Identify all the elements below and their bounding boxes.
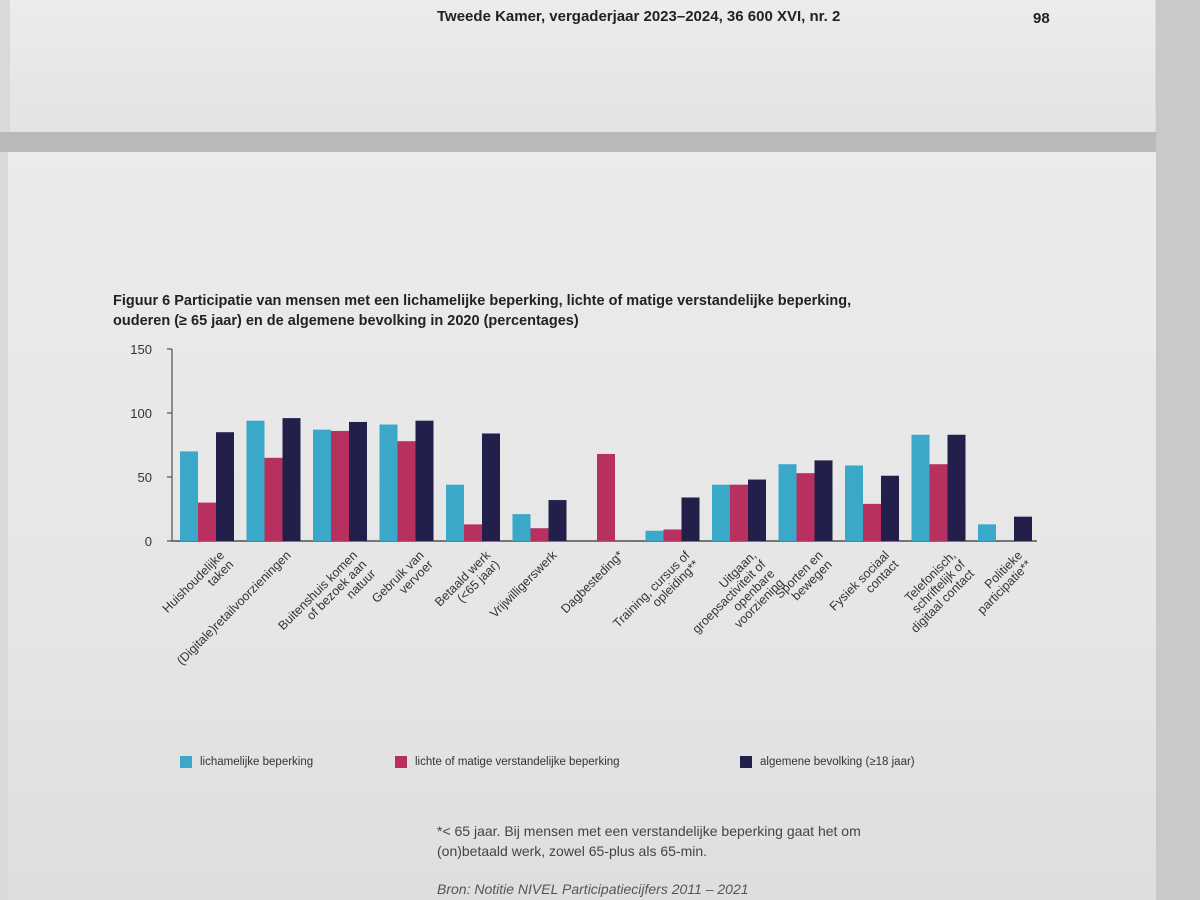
page-number: 98 [1033,10,1050,27]
footnote-line-1: *< 65 jaar. Bij mensen met een verstande… [437,823,861,839]
bar [397,441,416,541]
legend-swatch-lichamelijk [180,756,192,768]
bar [645,530,664,541]
bar [947,434,966,541]
figure-title-line-2: ouderen (≥ 65 jaar) en de algemene bevol… [113,313,579,329]
legend-item-algemeen: algemene bevolking (≥18 jaar) [740,756,915,768]
y-tick-label: 150 [130,342,152,357]
footnote-line-2: (on)betaald werk, zowel 65-plus als 65-m… [437,843,708,859]
bar [464,524,482,541]
bar [778,464,797,541]
bar [881,475,899,541]
legend-label-algemeen: algemene bevolking (≥18 jaar) [760,756,915,768]
bar [681,497,700,541]
bar [929,464,948,541]
bar [313,429,331,541]
x-tick-label: Sporten enbewegen [772,548,834,610]
bar [379,424,398,541]
bar [748,479,766,541]
bar [663,529,682,541]
x-tick-label: Telefonisch,schriftelijk ofdigitaal cont… [890,548,978,636]
bar [597,453,615,541]
x-tick-label: Training, cursus ofopleiding** [610,548,702,640]
figure-source: Bron: Notitie NIVEL Participatiecijfers … [437,881,749,897]
bar [446,484,464,541]
bar [730,484,748,541]
bar [814,460,833,541]
legend-swatch-verstandelijk [395,756,407,768]
bar [349,421,367,541]
bar [198,502,216,541]
x-tick-label: Politiekeparticipatie** [966,548,1035,617]
bar [180,451,198,541]
x-tick-label: Buitenshuis komenof bezoek aannatuur [276,548,379,651]
page-divider [0,132,1200,152]
chart-legend: lichamelijke beperking lichte of matige … [0,756,1200,772]
x-tick-label: Dagbesteding* [558,548,626,616]
bar [911,434,930,541]
bar [415,420,434,541]
bar [482,433,500,541]
x-tick-label: Fysiek sociaalcontact [827,548,902,623]
bar [548,500,567,541]
figure-footnote: *< 65 jaar. Bij mensen met een verstande… [437,821,1077,861]
x-tick-label: Vrijwilligerswerk [487,548,560,621]
bar [331,430,349,541]
x-tick-label: Gebruik vanvervoer [369,548,436,615]
y-tick-label: 50 [138,470,152,485]
bar [863,503,881,541]
bar [246,420,265,541]
bar [530,528,549,541]
bar [282,418,301,541]
bar [845,465,863,541]
figure-title-line-1: Figuur 6 Participatie van mensen met een… [113,293,852,309]
legend-label-lichamelijk: lichamelijke beperking [200,756,314,768]
figure-title: Figuur 6 Participatie van mensen met een… [113,291,1113,331]
bar [978,524,996,541]
previous-page-header [10,0,1155,132]
document-header-title: Tweede Kamer, vergaderjaar 2023–2024, 36… [437,8,841,25]
legend-item-verstandelijk: lichte of matige verstandelijke beperkin… [395,756,620,768]
legend-item-lichamelijk: lichamelijke beperking [180,756,313,768]
screen-edge [1156,0,1200,900]
bar [796,473,815,541]
bar [512,514,531,541]
bar [216,432,234,541]
y-tick-label: 0 [145,534,152,549]
legend-label-verstandelijk: lichte of matige verstandelijke beperkin… [415,756,620,768]
y-tick-label: 100 [130,406,152,421]
legend-swatch-algemeen [740,756,752,768]
bar [264,457,283,541]
x-tick-label-line: Dagbesteding* [558,548,626,616]
x-tick-label-line: Vrijwilligerswerk [487,548,560,621]
bar [1014,516,1032,541]
bar [712,484,730,541]
